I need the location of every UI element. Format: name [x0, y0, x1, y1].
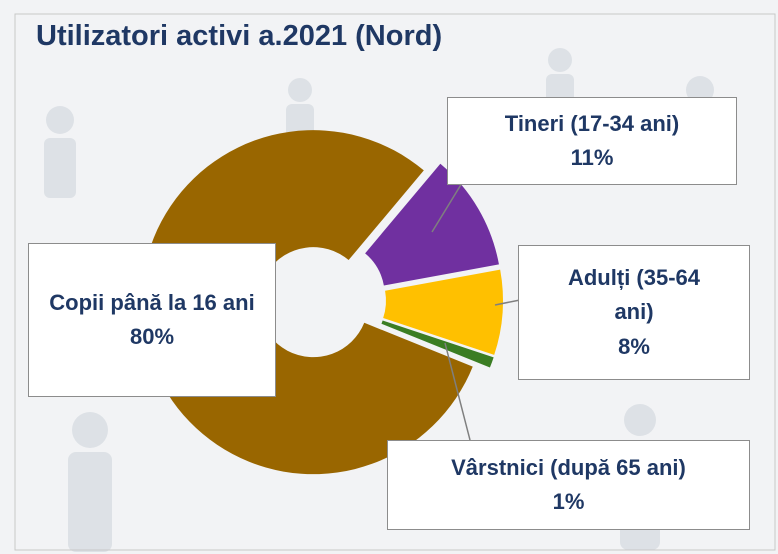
category-label: Vârstnici (după 65 ani) [451, 454, 686, 480]
data-label-box: Copii până la 16 ani 80% [28, 243, 276, 397]
leader-line [444, 342, 471, 441]
data-label-box: Vârstnici (după 65 ani) 1% [387, 440, 750, 530]
category-label: Adulți (35-64 ani) [567, 265, 701, 325]
category-label: Copii până la 16 ani [49, 289, 255, 315]
data-label-box: Adulți (35-64 ani) 8% [518, 245, 750, 380]
leader-line [431, 182, 463, 233]
data-label-box: Tineri (17-34 ani) 11% [447, 97, 737, 185]
slice [381, 320, 494, 368]
value-label: 8% [618, 333, 650, 359]
leader-line [494, 299, 521, 306]
slice [365, 163, 499, 286]
category-label: Tineri (17-34 ani) [504, 110, 680, 136]
slice [383, 269, 503, 355]
value-label: 80% [129, 324, 175, 349]
chart-title: Utilizatori activi a.2021 (Nord) [36, 20, 443, 52]
value-label: 1% [552, 489, 585, 514]
leader-lines [431, 182, 521, 441]
value-label: 11% [570, 145, 614, 170]
frame [14, 13, 776, 551]
